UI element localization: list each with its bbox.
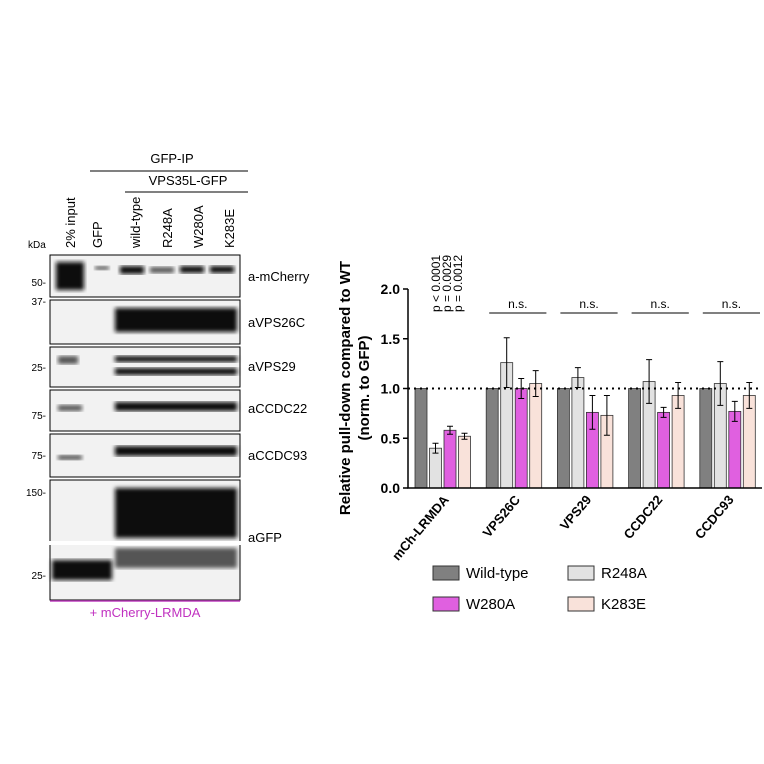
marker-label: 150- bbox=[26, 488, 46, 499]
band bbox=[58, 405, 82, 411]
marker-label: 75- bbox=[32, 451, 46, 462]
error-bar bbox=[731, 400, 738, 422]
blot-subheader: VPS35L-GFP bbox=[149, 173, 228, 188]
y-tick-label: 1.5 bbox=[381, 331, 401, 347]
bar bbox=[699, 388, 713, 489]
bar bbox=[557, 388, 570, 489]
legend-swatch bbox=[432, 596, 460, 612]
y-tick-label: 0.0 bbox=[381, 480, 401, 496]
antibody-labels: a-mCherry aVPS26C aVPS29 aCCDC22 aCCDC93 aGFP bbox=[248, 269, 310, 545]
y-axis-label: (norm. to GFP) bbox=[356, 336, 373, 441]
band bbox=[58, 356, 78, 364]
bar bbox=[728, 410, 742, 489]
p-value: p = 0.0012 bbox=[451, 255, 465, 312]
y-axis-label: Relative pull-down compared to WT bbox=[337, 261, 354, 515]
marker-label: 50- bbox=[32, 278, 46, 289]
band bbox=[210, 266, 234, 273]
lane-label: 2% input bbox=[63, 197, 78, 248]
lane-label: W280A bbox=[191, 205, 206, 248]
legend-label: R248A bbox=[601, 565, 647, 582]
marker-label: 25- bbox=[32, 571, 46, 582]
panel-break bbox=[48, 541, 244, 545]
antibody-label: aVPS29 bbox=[248, 359, 296, 374]
significance-label: n.s. bbox=[579, 297, 598, 311]
lane-label: wild-type bbox=[128, 197, 143, 249]
lane-label: K283E bbox=[222, 209, 237, 248]
antibody-label: aCCDC22 bbox=[248, 401, 307, 416]
antibody-label: aGFP bbox=[248, 530, 282, 545]
legend-swatch bbox=[432, 565, 460, 581]
marker-label: 75- bbox=[32, 411, 46, 422]
markers: 50- 37- 25- 75- 75- 150- 25- bbox=[26, 278, 46, 582]
band bbox=[115, 446, 237, 456]
bar bbox=[414, 388, 428, 489]
band bbox=[56, 262, 84, 290]
legend-label: W280A bbox=[466, 596, 515, 613]
error-bar bbox=[432, 442, 439, 454]
band bbox=[115, 356, 237, 362]
lane-label: R248A bbox=[160, 208, 175, 248]
p-value: p = 0.0029 bbox=[440, 255, 454, 312]
legend-label: Wild-type bbox=[466, 565, 529, 582]
band bbox=[115, 548, 237, 568]
band bbox=[120, 266, 144, 274]
kda-label: kDa bbox=[28, 240, 46, 251]
error-bar bbox=[746, 382, 753, 409]
significance-label: n.s. bbox=[508, 297, 527, 311]
y-tick-label: 0.5 bbox=[381, 430, 401, 446]
antibody-label: aCCDC93 bbox=[248, 448, 307, 463]
significance-label: n.s. bbox=[651, 297, 670, 311]
bands bbox=[52, 262, 237, 580]
band bbox=[180, 266, 204, 273]
panel bbox=[49, 346, 241, 388]
antibody-label: aVPS26C bbox=[248, 315, 305, 330]
band bbox=[150, 267, 174, 273]
bar bbox=[514, 388, 528, 489]
lane-label: GFP bbox=[90, 221, 105, 248]
bar bbox=[429, 447, 442, 489]
bar bbox=[628, 388, 641, 489]
antibody-label: a-mCherry bbox=[248, 269, 310, 284]
error-bar bbox=[660, 406, 667, 418]
bar bbox=[657, 411, 670, 489]
axes bbox=[407, 289, 762, 489]
error-bar bbox=[532, 370, 539, 397]
error-bar bbox=[447, 425, 453, 435]
blot-header: GFP-IP bbox=[150, 151, 193, 166]
bar bbox=[485, 388, 499, 489]
band bbox=[115, 488, 237, 538]
band bbox=[95, 266, 109, 270]
significance-label: n.s. bbox=[722, 297, 741, 311]
band bbox=[115, 368, 237, 375]
band bbox=[115, 308, 237, 332]
band bbox=[115, 402, 237, 411]
bar bbox=[671, 395, 685, 489]
marker-label: 37- bbox=[32, 297, 46, 308]
band bbox=[52, 560, 112, 580]
bar bbox=[443, 429, 457, 489]
error-bar bbox=[589, 394, 596, 430]
bar bbox=[458, 435, 471, 489]
error-bar bbox=[675, 382, 682, 409]
error-bar bbox=[646, 359, 653, 404]
error-bar bbox=[518, 378, 525, 399]
lane-labels: 2% input GFP wild-type R248A W280A K283E bbox=[63, 197, 237, 249]
bar bbox=[571, 377, 585, 489]
legend-label: K283E bbox=[601, 596, 646, 613]
bar bbox=[529, 383, 543, 489]
bar bbox=[742, 395, 756, 489]
y-tick-label: 2.0 bbox=[381, 281, 401, 297]
error-bar bbox=[461, 432, 468, 440]
error-bar bbox=[603, 394, 610, 436]
marker-label: 25- bbox=[32, 363, 46, 374]
legend-swatch bbox=[567, 596, 595, 612]
y-tick-label: 1.0 bbox=[381, 381, 401, 397]
legend-swatch bbox=[567, 565, 595, 581]
p-value: p < 0.0001 bbox=[429, 255, 443, 312]
blot-footer: + mCherry-LRMDA bbox=[90, 605, 201, 620]
error-bar bbox=[717, 361, 724, 406]
band bbox=[58, 455, 82, 460]
